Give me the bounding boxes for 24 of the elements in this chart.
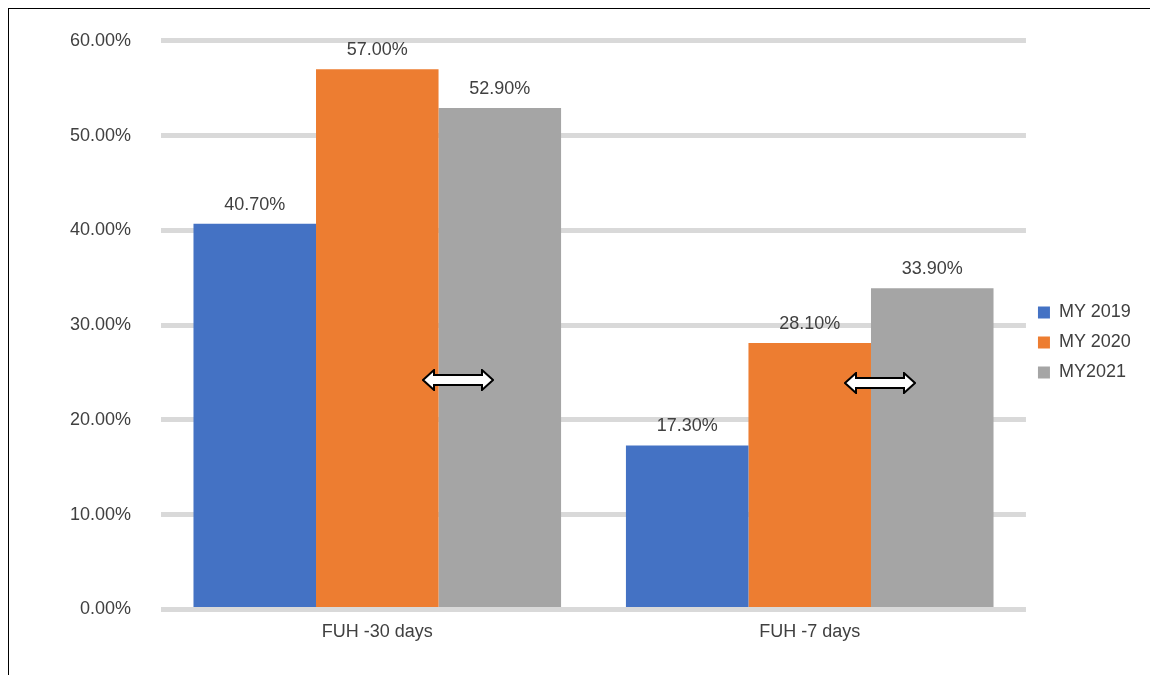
y-tick-label: 40.00% (69, 219, 132, 240)
legend-label: MY 2019 (1058, 301, 1131, 322)
y-tick-label: 10.00% (69, 503, 132, 524)
bar (870, 288, 994, 607)
bar (316, 69, 439, 607)
y-tick-label: 50.00% (69, 124, 132, 145)
bar (438, 108, 562, 607)
data-label: 28.10% (779, 313, 841, 334)
y-tick-label: 20.00% (69, 408, 132, 429)
data-label: 57.00% (346, 39, 408, 60)
y-tick-label: 30.00% (69, 314, 132, 335)
bar (193, 223, 317, 607)
bar (625, 445, 749, 607)
x-tick-label: FUH -30 days (321, 621, 433, 642)
data-label: 33.90% (901, 258, 963, 279)
legend-label: MY2021 (1058, 361, 1126, 382)
y-tick-label: 60.00% (69, 29, 132, 50)
legend-label: MY 2020 (1058, 331, 1131, 352)
data-label: 52.90% (469, 78, 531, 99)
bar (748, 343, 871, 607)
x-tick-label: FUH -7 days (759, 621, 861, 642)
data-label: 40.70% (224, 193, 286, 214)
y-tick-label: 0.00% (80, 598, 132, 619)
data-label: 17.30% (656, 415, 718, 436)
